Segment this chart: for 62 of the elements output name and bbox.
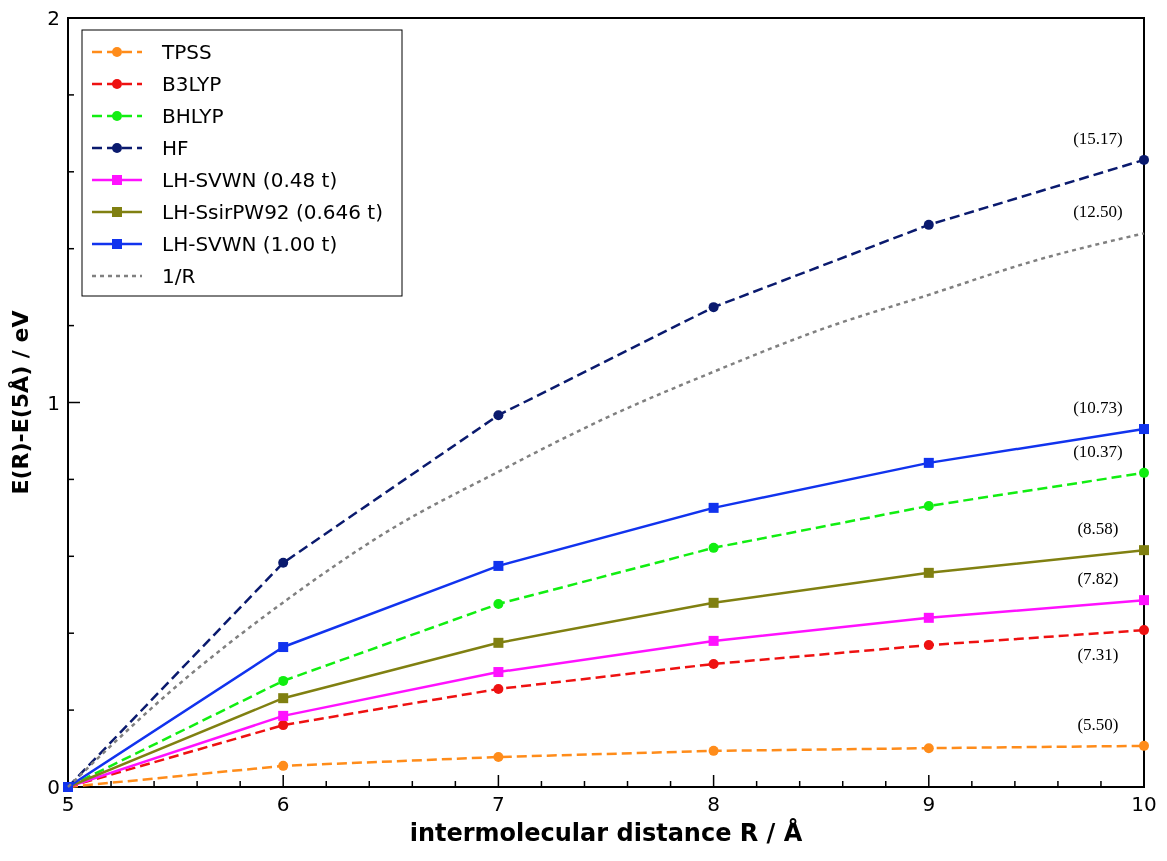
annotation: (12.50) <box>1073 202 1123 222</box>
x-axis-title: intermolecular distance R / Å <box>409 818 803 847</box>
point <box>493 637 504 648</box>
point <box>923 219 934 230</box>
legend-label: LH-SsirPW92 (0.646 t) <box>162 200 383 224</box>
point <box>1139 595 1149 606</box>
x-tick-label: 10 <box>1131 792 1157 816</box>
legend-label: B3LYP <box>162 72 222 96</box>
point <box>278 642 289 653</box>
point <box>493 560 504 571</box>
point <box>708 658 719 669</box>
point <box>278 675 289 686</box>
point <box>923 640 934 651</box>
y-tick-label: 2 <box>47 6 60 30</box>
annotation: (10.73) <box>1073 398 1123 418</box>
point <box>1139 545 1149 556</box>
x-tick-label: 5 <box>61 792 75 816</box>
annotation: (5.50) <box>1077 714 1119 734</box>
y-tick-label: 1 <box>47 390 60 415</box>
legend-label: LH-SVWN (1.00 t) <box>162 232 338 256</box>
point <box>708 635 719 646</box>
x-tick-label: 8 <box>707 792 720 816</box>
point <box>1139 424 1149 435</box>
annotation: (7.82) <box>1077 569 1119 589</box>
point <box>493 410 504 421</box>
x-tick-label: 9 <box>922 792 936 816</box>
point <box>1139 740 1149 751</box>
annotation: (7.31) <box>1077 645 1119 665</box>
legend-label: TPSS <box>161 40 212 64</box>
point <box>493 598 504 609</box>
legend-label: LH-SVWN (0.48 t) <box>162 168 338 192</box>
point <box>278 760 289 771</box>
point <box>708 502 719 513</box>
legend-label: 1/R <box>162 264 196 288</box>
x-tick-label: 7 <box>492 792 505 816</box>
x-tick-label: 6 <box>276 792 290 816</box>
point <box>278 720 289 731</box>
annotation: (10.37) <box>1073 441 1123 461</box>
point <box>708 302 719 313</box>
point <box>278 557 289 568</box>
annotation: (15.17) <box>1073 128 1123 148</box>
point <box>1139 467 1149 478</box>
annotation: (8.58) <box>1077 519 1119 539</box>
point <box>493 683 504 694</box>
legend-label: HF <box>162 136 189 160</box>
point <box>923 612 934 623</box>
point <box>923 567 934 578</box>
point <box>493 752 504 763</box>
y-axis-title: E(R)-E(5Å) / eV <box>8 310 33 495</box>
point <box>923 500 934 511</box>
point <box>708 597 719 608</box>
point <box>708 542 719 553</box>
legend-label: BHLYP <box>162 104 224 128</box>
point <box>493 667 504 678</box>
point <box>1139 154 1149 165</box>
point <box>923 457 934 468</box>
point <box>708 745 719 756</box>
y-tick-label: 0 <box>47 775 60 799</box>
point <box>278 710 289 721</box>
point <box>1139 625 1149 636</box>
point <box>278 693 289 704</box>
point <box>923 743 934 754</box>
